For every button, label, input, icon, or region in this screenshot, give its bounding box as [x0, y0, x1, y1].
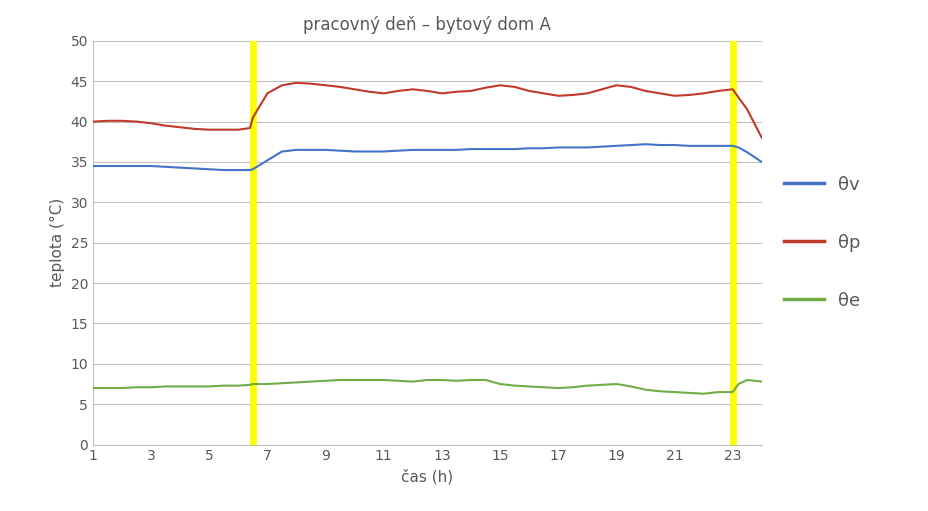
X-axis label: čas (h): čas (h): [401, 469, 453, 484]
Y-axis label: teplota (°C): teplota (°C): [50, 198, 65, 287]
Title: pracovný deň – bytový dom A: pracovný deň – bytový dom A: [303, 16, 550, 34]
Legend: θv, θp, θe: θv, θp, θe: [783, 176, 860, 310]
